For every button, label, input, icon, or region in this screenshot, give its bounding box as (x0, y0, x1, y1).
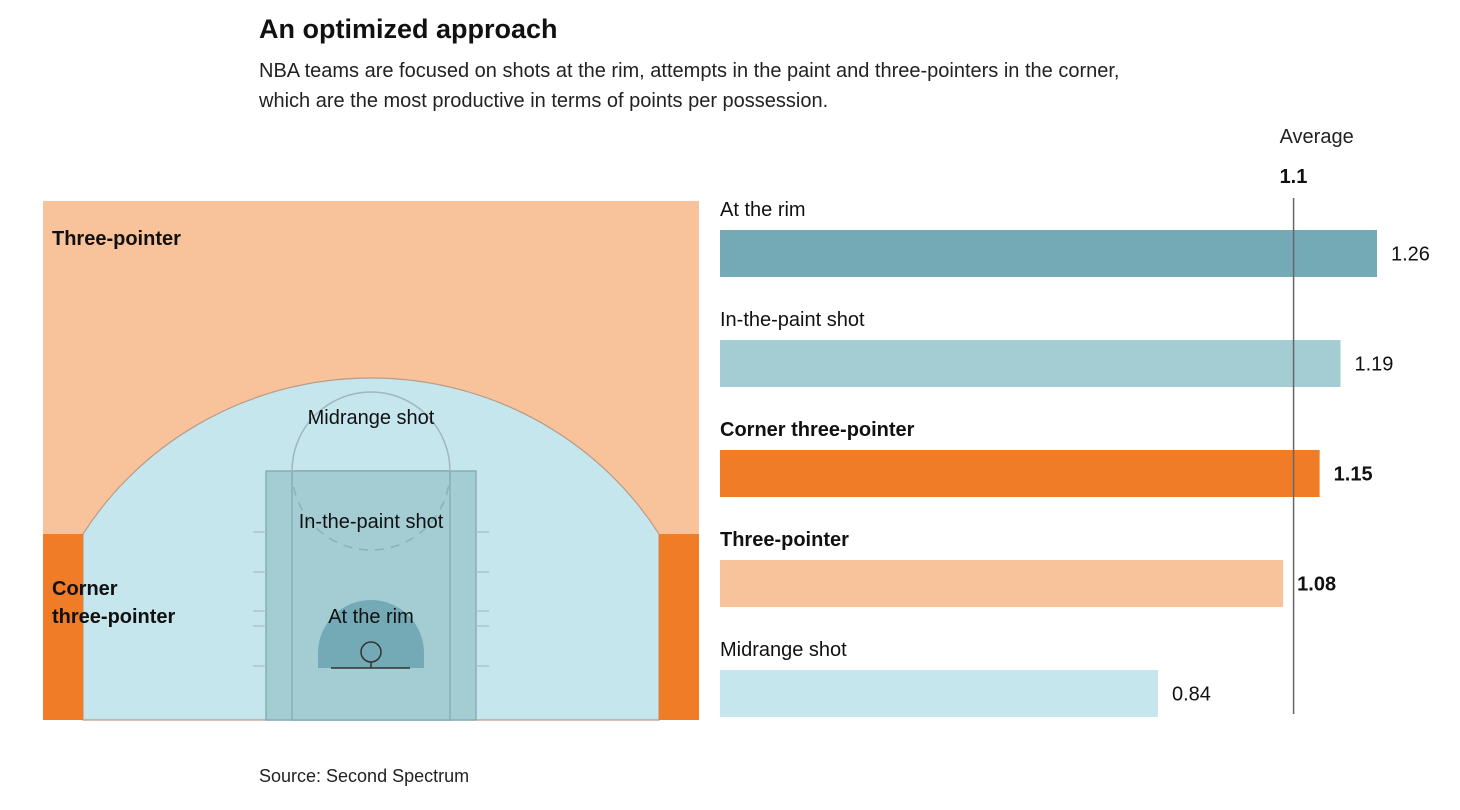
bar (720, 560, 1284, 607)
hoop (360, 641, 382, 663)
bar-category-label: Midrange shot (720, 639, 847, 661)
bar (720, 670, 1158, 717)
bar (720, 230, 1377, 277)
label-corner-line1: Corner (52, 578, 118, 600)
label-midrange: Midrange shot (308, 407, 435, 429)
bar-value-label: 1.08 (1297, 574, 1336, 596)
corner-three-zone-left (43, 534, 83, 720)
bar (720, 340, 1341, 387)
chart-subtitle: NBA teams are focused on shots at the ri… (259, 60, 1120, 112)
bar (720, 450, 1320, 497)
label-three-pointer: Three-pointer (52, 228, 181, 250)
free-throw-circle-bottom (291, 470, 451, 551)
paint-inner-lane (291, 470, 451, 721)
bar-category-label: At the rim (720, 199, 806, 221)
rim-zone (318, 600, 424, 668)
bar-category-label: In-the-paint shot (720, 309, 865, 331)
label-corner-line2: three-pointer (52, 606, 176, 628)
bar-category-label: Corner three-pointer (720, 419, 915, 441)
label-rim: At the rim (328, 606, 414, 628)
source-note: Source: Second Spectrum (259, 766, 470, 786)
bar-value-label: 1.15 (1334, 464, 1373, 486)
free-throw-circle-top (291, 391, 451, 472)
corner-three-zone-right (659, 534, 699, 720)
bar-category-label: Three-pointer (720, 529, 849, 551)
label-paint: In-the-paint shot (299, 511, 444, 533)
bar-value-label: 0.84 (1172, 684, 1211, 706)
court-diagram: Three-pointer Corner three-pointer Midra… (43, 201, 699, 721)
bar-value-label: 1.26 (1391, 244, 1430, 266)
bar-value-label: 1.19 (1355, 354, 1394, 376)
chart-title: An optimized approach (259, 14, 558, 44)
average-label: Average (1280, 126, 1354, 148)
average-value: 1.1 (1280, 166, 1308, 188)
lane-hash-marks (253, 531, 489, 667)
